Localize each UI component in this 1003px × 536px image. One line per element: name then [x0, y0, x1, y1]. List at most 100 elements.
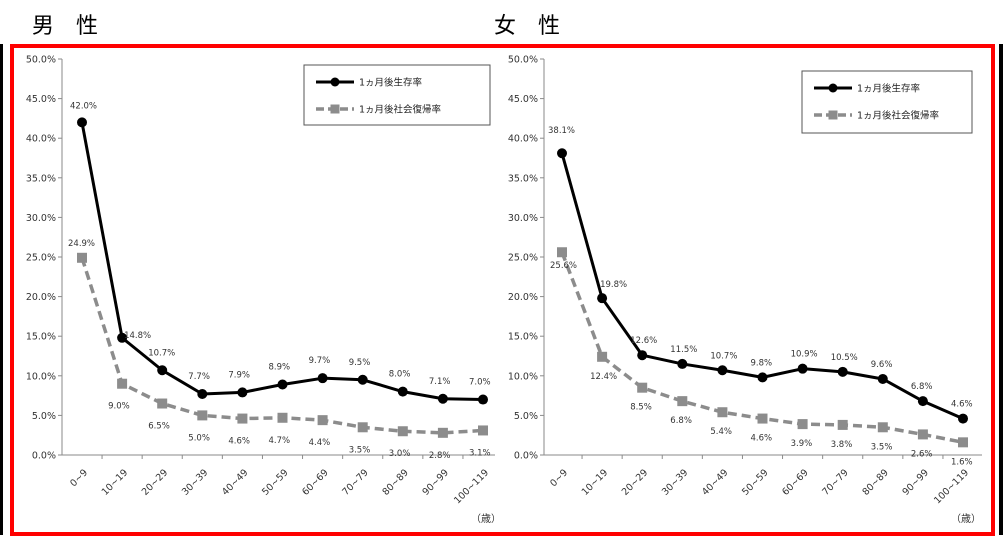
social-return-rate-point	[597, 351, 608, 362]
social-return-rate-data-label: 3.0%	[389, 449, 411, 459]
social-return-rate-data-label: 5.4%	[710, 427, 732, 437]
survival-rate-point	[637, 350, 648, 361]
y-tick-label: 40.0%	[508, 134, 538, 145]
y-tick-label: 30.0%	[508, 213, 538, 224]
survival-rate-point	[837, 366, 848, 377]
survival-rate-point	[77, 117, 87, 128]
survival-rate-data-label: 10.7%	[710, 351, 737, 361]
y-tick-label: 20.0%	[508, 292, 538, 303]
social-return-rate-point	[917, 429, 928, 440]
y-tick-label: 15.0%	[508, 332, 538, 343]
x-tick-label: 60~69	[780, 467, 811, 498]
y-tick-label: 50.0%	[508, 55, 538, 66]
social-return-rate-data-label: 8.5%	[630, 403, 652, 413]
y-tick-label: 20.0%	[26, 292, 56, 303]
y-tick-label: 45.0%	[508, 94, 538, 105]
x-tick-label: 50~59	[260, 467, 291, 498]
social-return-rate-point	[277, 412, 288, 423]
social-return-rate-data-label: 3.5%	[349, 445, 371, 455]
y-tick-label: 50.0%	[26, 55, 56, 66]
survival-rate-data-label: 9.5%	[349, 358, 371, 368]
social-return-rate-data-label: 3.8%	[831, 440, 853, 450]
x-tick-label: 70~79	[340, 467, 371, 498]
social-return-rate-data-label: 4.4%	[309, 438, 331, 448]
x-tick-label: 60~69	[300, 467, 331, 498]
social-return-rate-point	[837, 419, 848, 430]
social-return-rate-point	[877, 422, 888, 433]
social-return-rate-data-label: 3.1%	[469, 448, 491, 458]
survival-rate-data-label: 4.6%	[951, 400, 973, 410]
male-chart: 0.0% 5.0% 10.0% 15.0% 20.0% 25.0% 30.0% 35.0% 40…	[26, 55, 495, 525]
social-return-rate-point	[717, 407, 728, 418]
social-return-rate-point	[637, 382, 648, 393]
legend-box	[303, 64, 491, 126]
survival-rate-point	[237, 387, 248, 398]
social-return-rate-data-label: 2.6%	[911, 449, 933, 459]
survival-rate-point	[317, 373, 328, 384]
social-return-rate-point	[237, 413, 248, 424]
social-return-rate-data-label: 9.0%	[108, 402, 130, 412]
right-border	[999, 44, 1003, 535]
y-tick-label: 35.0%	[508, 173, 538, 184]
survival-rate-data-label: 7.1%	[429, 377, 451, 387]
survival-rate-point	[717, 365, 728, 376]
x-tick-label: 10~19	[100, 467, 131, 498]
legend-social-return-marker	[828, 110, 838, 120]
legend-survival-label: 1ヵ月後生存率	[359, 77, 423, 89]
survival-rate-point	[397, 386, 408, 397]
y-tick-label: 0.0%	[514, 451, 538, 462]
survival-rate-data-label: 14.8%	[124, 331, 151, 341]
survival-rate-data-label: 12.6%	[630, 336, 657, 346]
survival-rate-data-label: 42.0%	[70, 101, 97, 111]
social-return-rate-point	[157, 398, 168, 409]
y-tick-label: 40.0%	[26, 134, 56, 145]
survival-rate-point	[157, 365, 168, 376]
survival-rate-point	[757, 372, 768, 383]
social-return-rate-point	[557, 247, 567, 258]
survival-rate-data-label: 11.5%	[670, 345, 697, 355]
social-return-rate-data-label: 25.6%	[550, 261, 577, 271]
social-return-rate-data-label: 4.7%	[269, 436, 291, 446]
social-return-rate-point	[77, 252, 87, 263]
y-tick-label: 0.0%	[32, 451, 56, 462]
x-tick-label: 80~89	[860, 467, 891, 498]
y-tick-label: 10.0%	[508, 371, 538, 382]
x-tick-label: 0~9	[68, 467, 90, 489]
social-return-rate-point	[197, 410, 208, 421]
survival-rate-data-label: 10.7%	[148, 348, 175, 358]
y-tick-label: 35.0%	[26, 173, 56, 184]
survival-rate-data-label: 8.9%	[269, 363, 291, 373]
legend-box	[801, 70, 973, 134]
social-return-rate-data-label: 5.0%	[188, 433, 210, 443]
legend-social-return-marker	[330, 104, 340, 114]
social-return-rate-point	[958, 437, 968, 448]
social-return-rate-data-label: 3.9%	[791, 439, 813, 449]
social-return-rate-data-label: 2.8%	[429, 451, 451, 461]
y-tick-label: 25.0%	[508, 253, 538, 264]
social-return-rate-point	[357, 422, 368, 433]
x-tick-label: 0~9	[548, 467, 570, 489]
y-tick-label: 5.0%	[32, 411, 56, 422]
social-return-rate-point	[757, 413, 768, 424]
social-return-rate-data-label: 6.5%	[148, 422, 170, 432]
legend-survival-marker	[828, 83, 838, 93]
social-return-rate-point	[317, 415, 328, 426]
survival-rate-point	[677, 358, 688, 369]
survival-rate-data-label: 7.0%	[469, 378, 491, 388]
y-tick-label: 10.0%	[26, 371, 56, 382]
survival-rate-point	[597, 293, 608, 304]
x-tick-label: 10~19	[580, 467, 611, 498]
social-return-rate-data-label: 6.8%	[670, 416, 692, 426]
social-return-rate-point	[397, 426, 408, 437]
x-tick-label: 90~99	[421, 467, 452, 498]
survival-rate-point	[437, 393, 448, 404]
legend-survival-label: 1ヵ月後生存率	[857, 83, 921, 95]
social-return-rate-point	[677, 396, 688, 407]
x-tick-label: 20~29	[620, 467, 651, 498]
y-tick-label: 15.0%	[26, 332, 56, 343]
social-return-rate-point	[437, 427, 448, 438]
legend-social-return-label: 1ヵ月後社会復帰率	[359, 104, 442, 116]
x-axis-label: （歳）	[471, 513, 495, 525]
x-tick-label: 30~39	[180, 467, 211, 498]
male-heading: 男 性	[32, 14, 99, 39]
